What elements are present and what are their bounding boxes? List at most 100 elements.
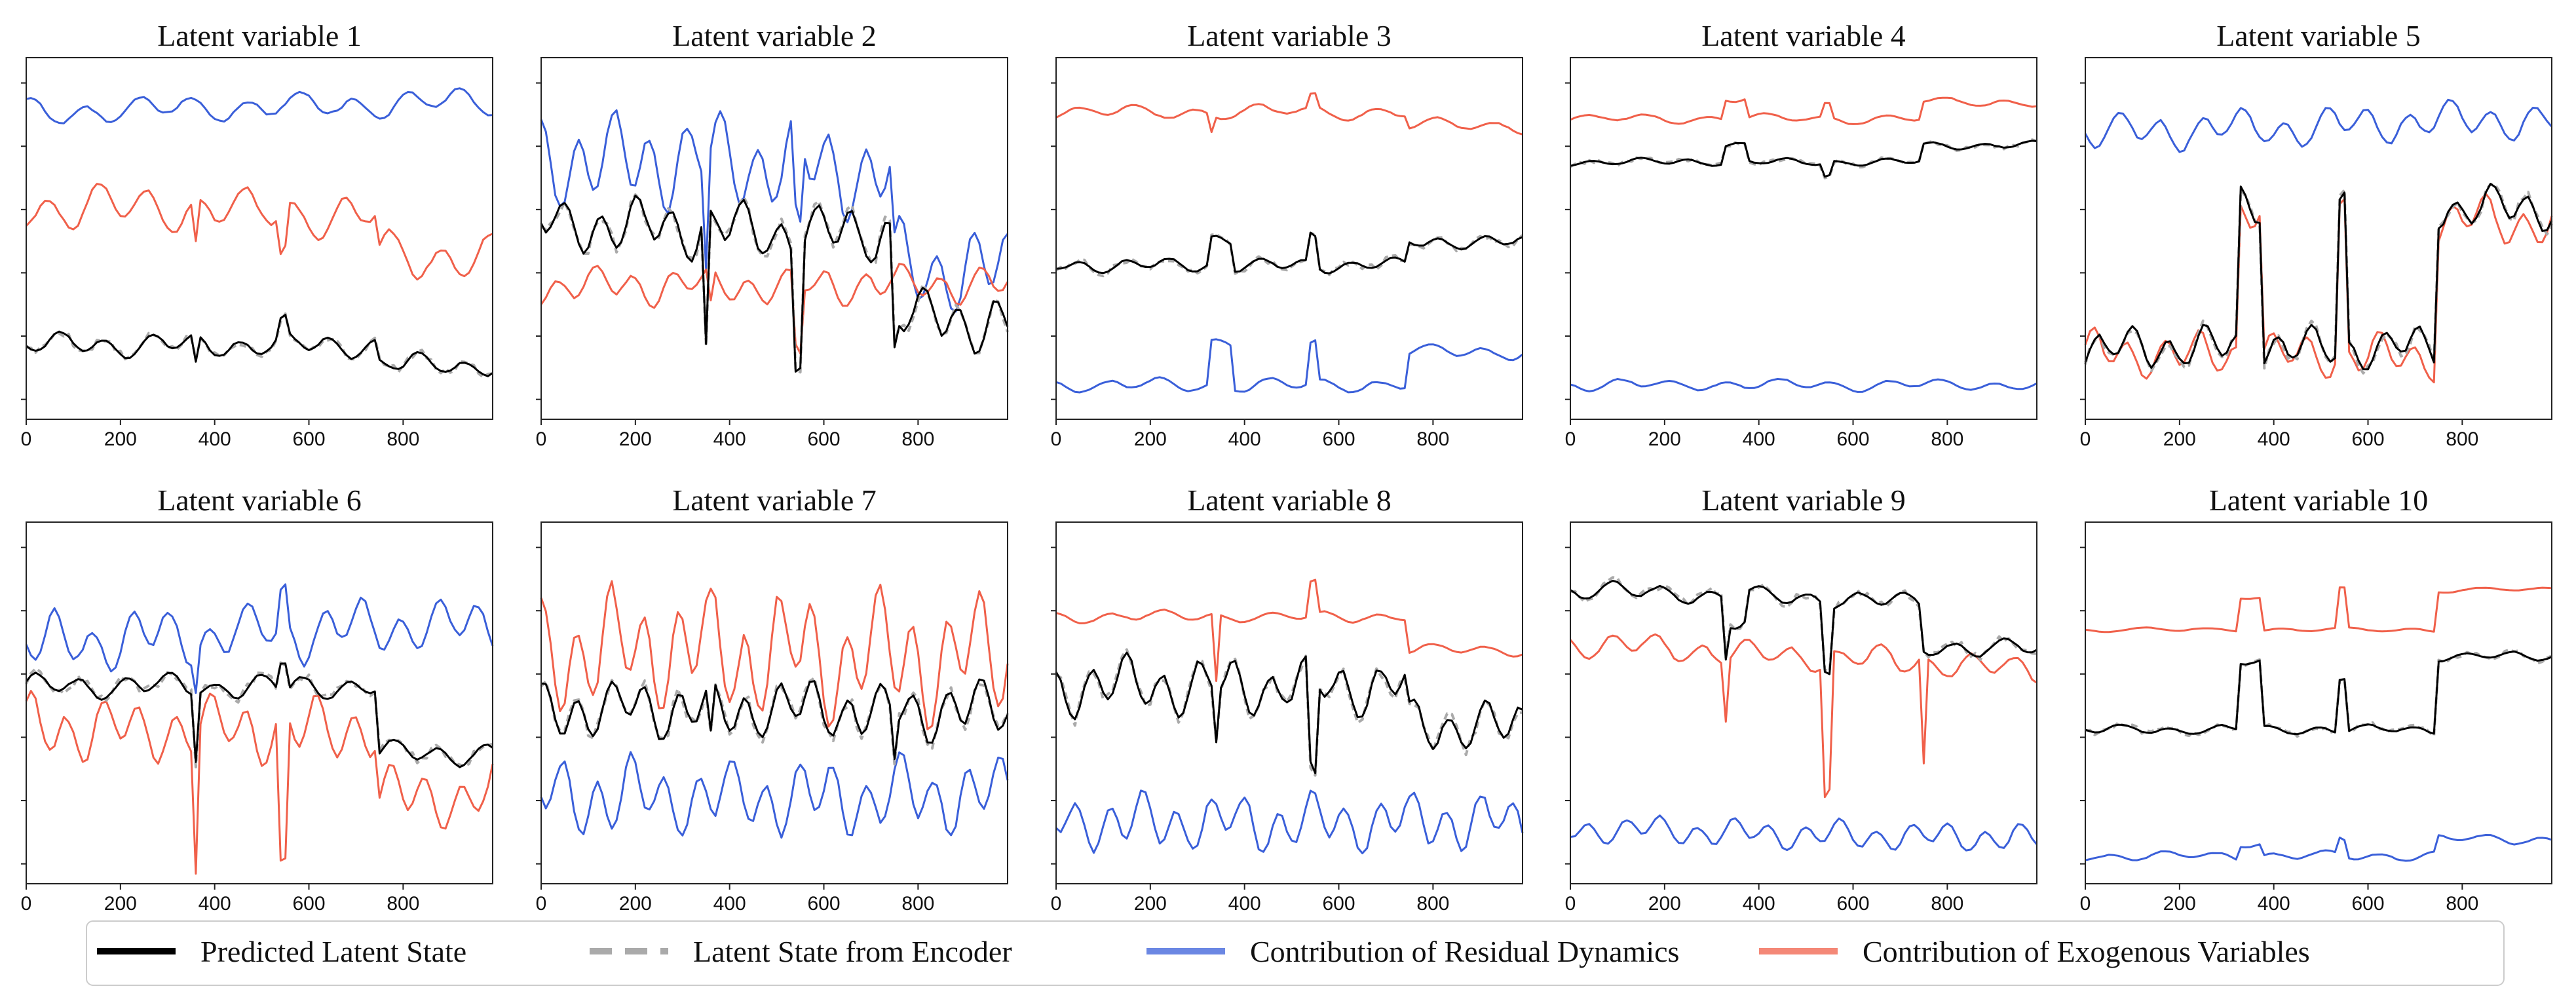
x-tick-label: 0 [2080,893,2091,915]
x-tick-label: 200 [1134,893,1167,915]
series-residual [1055,789,1524,854]
series-exogenous [2084,193,2553,384]
x-tick-label: 200 [1648,893,1681,915]
panel-10: Latent variable 10 0 200 400 600 800 [2080,483,2552,915]
series-exogenous [1569,633,2037,799]
series-predicted [25,662,493,768]
x-tick-label: 0 [1565,428,1576,450]
series-exogenous [1570,96,2037,125]
x-tick-label: 200 [2163,428,2196,450]
x-tick-label: 600 [807,428,840,450]
x-tick-label: 800 [2446,428,2478,450]
x-tick-label: 0 [21,428,32,450]
series-residual [1570,814,2038,852]
series-residual [25,583,494,694]
legend-item-exogenous: Contribution of Exogenous Variables [1759,935,2310,968]
panel-title: Latent variable 2 [672,19,877,52]
legend-label: Latent State from Encoder [693,935,1012,968]
x-tick-label: 600 [2351,428,2384,450]
series-encoder [1055,231,1524,278]
series-residual [26,87,493,124]
x-tick-label: 400 [1743,428,1775,450]
panel-5: Latent variable 5 0 200 400 600 800 [2080,19,2553,450]
panel-1: Latent variable 1 0 200 400 600 800 [21,19,493,450]
x-tick-label: 200 [104,893,137,915]
axes-frame [540,57,1008,420]
x-tick-label: 200 [1648,428,1681,450]
series-encoder [1569,138,2037,179]
x-tick-label: 400 [1743,893,1775,915]
x-tick-label: 800 [1416,893,1449,915]
x-tick-label: 0 [21,893,32,915]
series-residual [1570,378,2037,393]
axes-frame [1570,521,2037,884]
x-tick-label: 400 [2258,893,2290,915]
axes-frame [26,57,493,420]
panel-3: Latent variable 3 0 200 400 600 800 [1051,19,1524,450]
x-tick-label: 800 [387,893,419,915]
x-tick-label: 0 [2080,428,2091,450]
series-exogenous [540,263,1009,354]
panel-6: Latent variable 6 0 200 400 600 800 [21,483,494,915]
panel-9: Latent variable 9 0 200 400 600 800 [1565,483,2038,915]
series-predicted [1055,651,1523,774]
series-residual [2085,834,2552,862]
x-tick-label: 600 [807,893,840,915]
series-predicted [540,195,1009,373]
panel-2: Latent variable 2 0 200 400 600 800 [536,19,1009,450]
series-residual [540,109,1009,313]
axes-frame [1055,521,1523,884]
series-exogenous [25,690,494,875]
x-tick-label: 200 [104,428,137,450]
series-exogenous [1055,92,1523,136]
x-tick-label: 600 [2351,893,2384,915]
panel-title: Latent variable 1 [157,19,362,52]
x-tick-label: 600 [1836,893,1869,915]
series-encoder [25,661,493,768]
x-tick-label: 800 [901,893,934,915]
x-tick-label: 600 [292,893,325,915]
legend: Predicted Latent State Latent State from … [86,920,2505,986]
panel-8: Latent variable 8 0 200 400 600 800 [1051,483,1524,915]
x-tick-label: 800 [387,428,419,450]
panel-title: Latent variable 10 [2209,483,2429,517]
series-predicted [26,314,493,377]
legend-label: Contribution of Residual Dynamics [1250,935,1679,968]
series-exogenous [540,580,1009,730]
x-tick-label: 0 [1565,893,1576,915]
x-tick-label: 600 [1322,428,1355,450]
panel-title: Latent variable 6 [157,483,362,517]
x-tick-label: 800 [1416,428,1449,450]
panel-title: Latent variable 9 [1701,483,1906,517]
x-tick-label: 800 [2446,893,2478,915]
x-tick-label: 200 [619,893,652,915]
series-exogenous [1055,578,1523,682]
x-tick-label: 400 [713,428,746,450]
x-tick-label: 400 [1228,428,1261,450]
series-predicted [1570,140,2037,178]
series-predicted [2085,651,2552,736]
panel-title: Latent variable 3 [1187,19,1392,52]
panel-title: Latent variable 8 [1187,483,1392,517]
legend-label: Predicted Latent State [200,935,466,968]
x-tick-label: 800 [1931,893,1963,915]
x-tick-label: 200 [2163,893,2196,915]
series-residual [1055,338,1523,394]
x-tick-label: 200 [1134,428,1167,450]
axes-frame [1570,57,2037,420]
series-residual [540,751,1009,839]
series-encoder [540,193,1009,374]
x-tick-label: 400 [199,893,231,915]
panel-7: Latent variable 7 0 200 400 600 800 [536,483,1009,915]
x-tick-label: 0 [1051,893,1062,915]
x-tick-label: 600 [1836,428,1869,450]
axes-frame [1055,57,1523,420]
series-predicted [540,678,1009,761]
x-tick-label: 0 [536,428,547,450]
series-encoder [2084,183,2553,375]
series-predicted [1570,580,2037,675]
x-tick-label: 600 [1322,893,1355,915]
series-encoder [1055,648,1523,777]
series-encoder [26,312,493,379]
